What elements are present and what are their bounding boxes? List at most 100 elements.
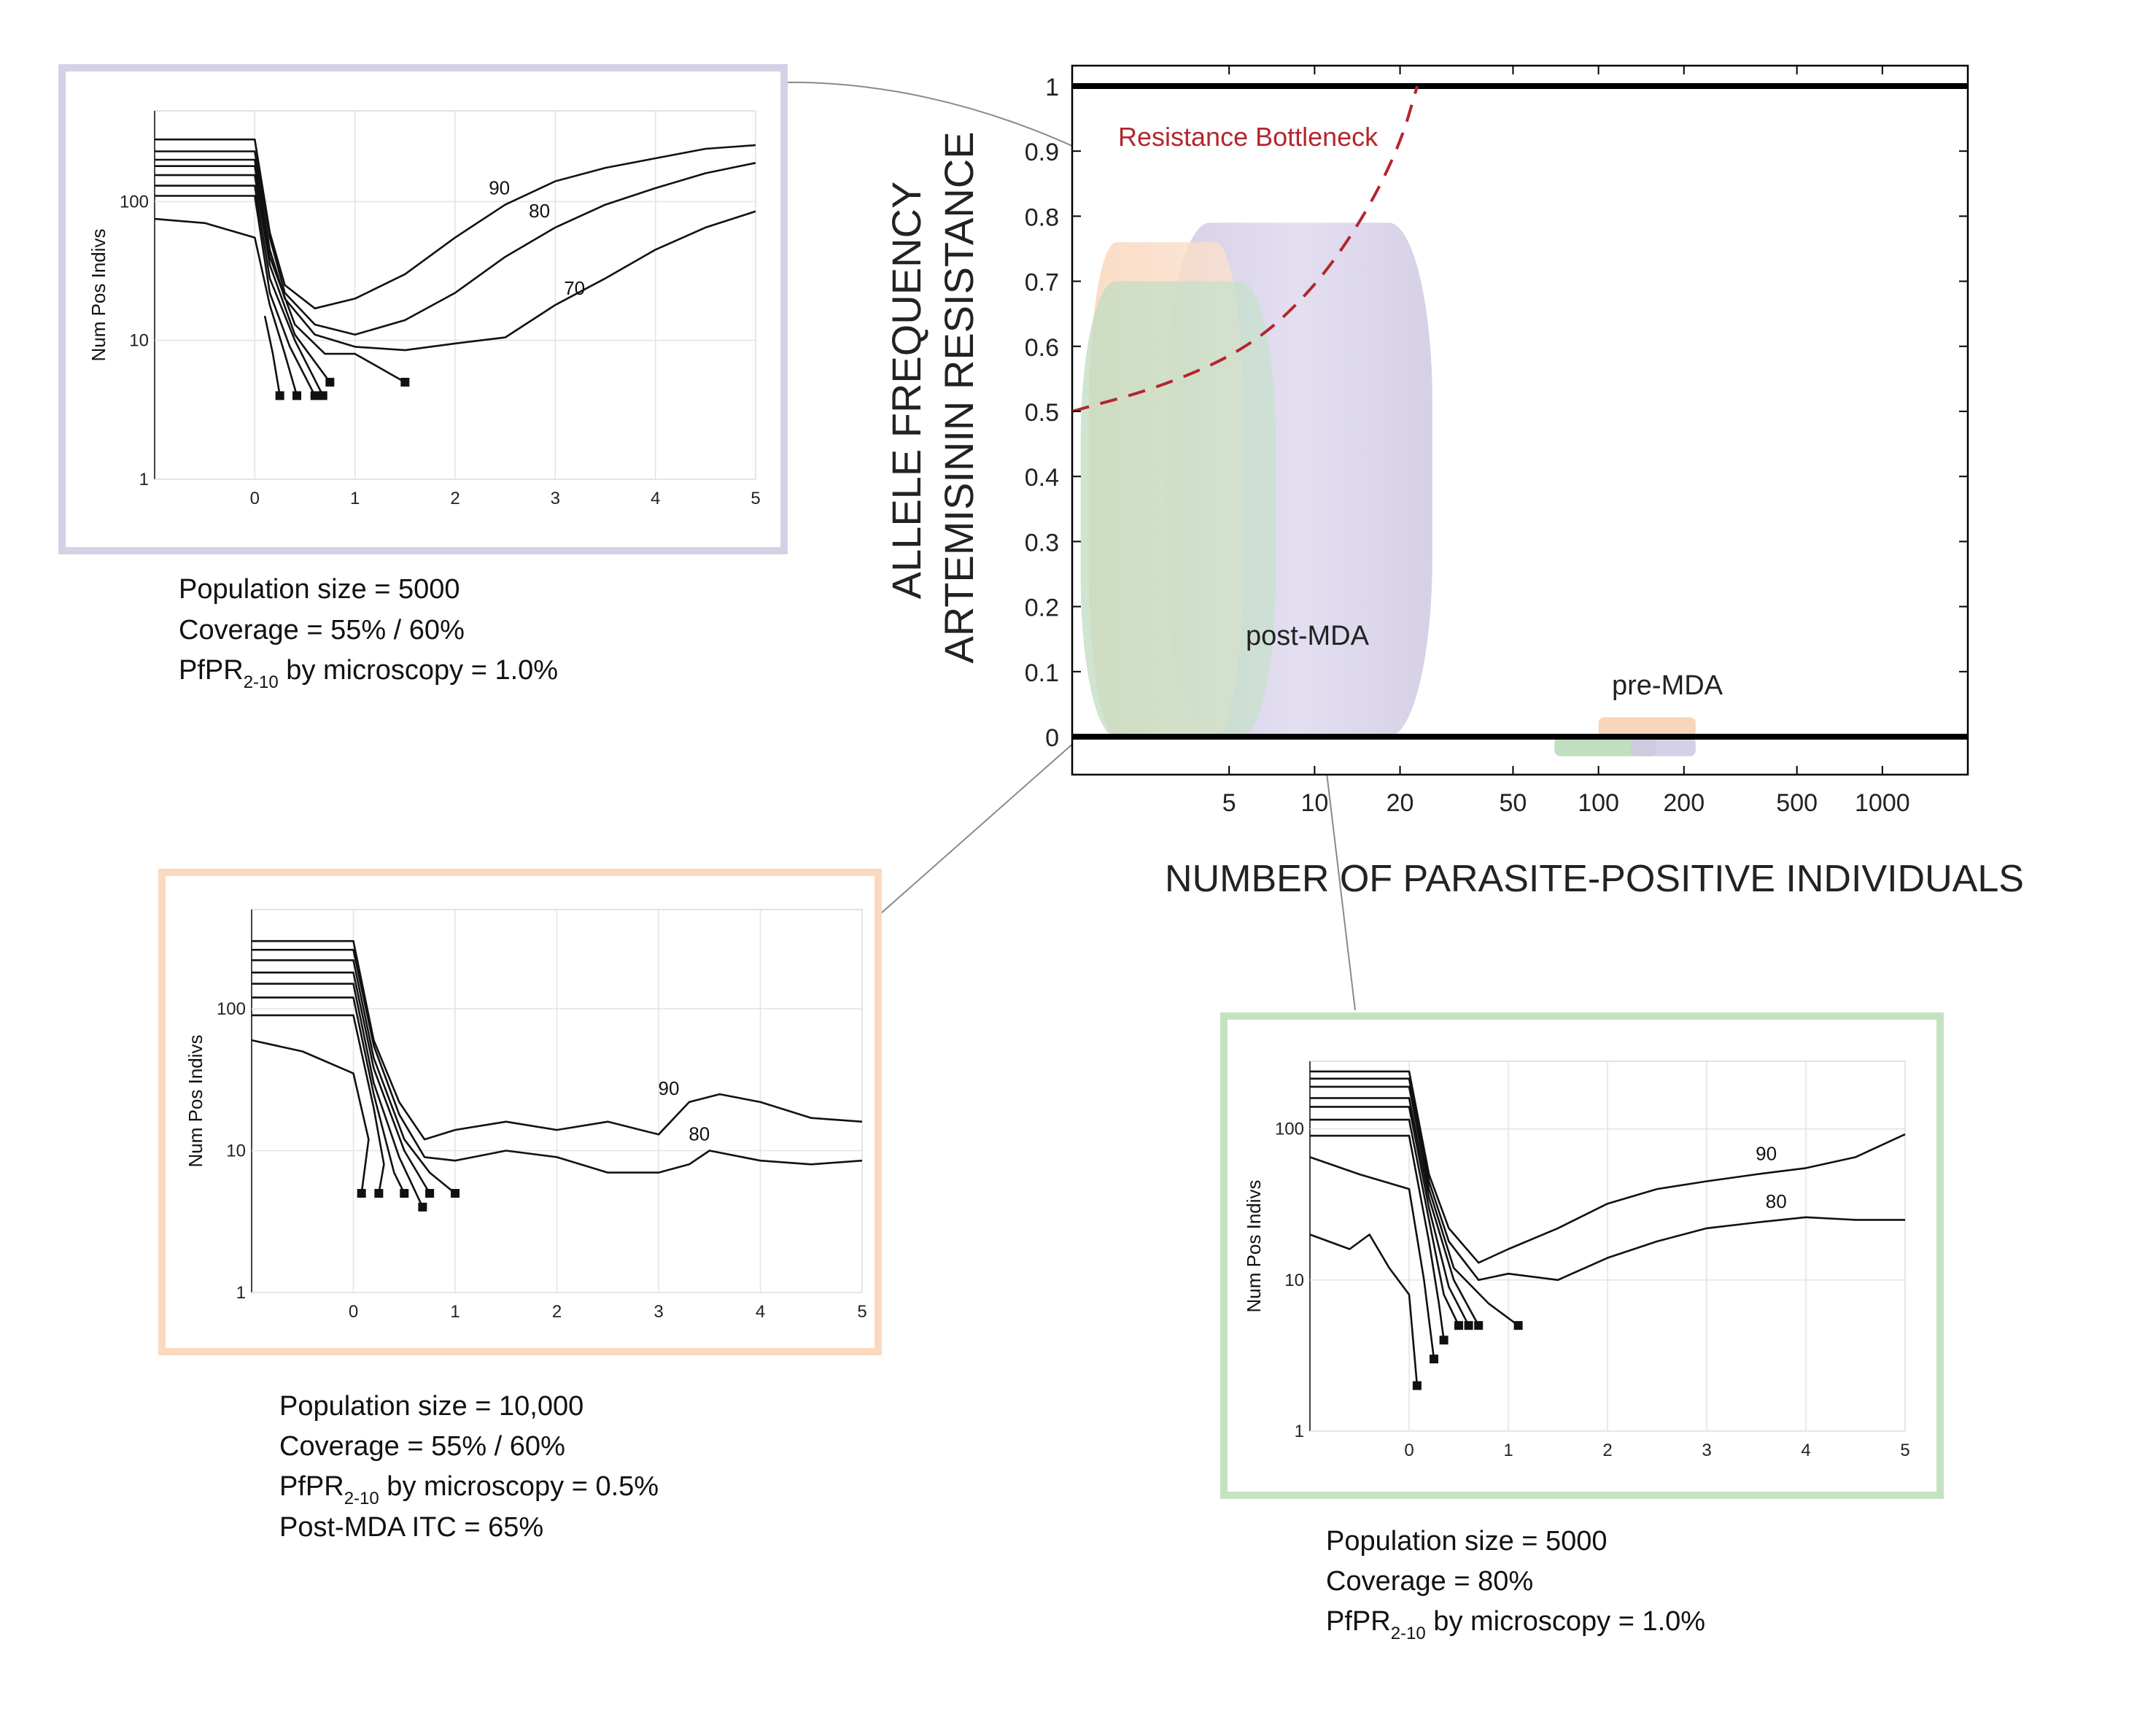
orange-extinction-marker [451, 1189, 459, 1198]
purple-extinction-marker [318, 391, 327, 400]
inset-orange-border [158, 869, 882, 1355]
main-ytick-label: 0.3 [1025, 529, 1059, 557]
green-ytick-label: 10 [1284, 1271, 1304, 1290]
caption-purple-rest: by microscopy = 1.0% [279, 655, 558, 686]
caption-green-line3: PfPR2-10 by microscopy = 1.0% [1326, 1606, 1705, 1643]
main-ytick-label: 0.8 [1025, 204, 1059, 231]
orange-xtick-label: 5 [857, 1302, 866, 1322]
purple-xtick-label: 1 [350, 489, 360, 508]
main-xtick-label: 1000 [1855, 789, 1910, 817]
green-ylabel: Num Pos Indivs [1243, 1179, 1265, 1312]
purple-xtick-label: 2 [450, 489, 459, 508]
main-ytick-label: 0 [1045, 724, 1059, 752]
orange-xtick-label: 1 [450, 1302, 459, 1322]
caption-purple-line3: PfPR2-10 by microscopy = 1.0% [179, 655, 558, 692]
inset-green-plot: 0 1 2 3 4 5 1 10 100 Num Pos Indivs 90 80 [1243, 1061, 1910, 1460]
caption-orange-line2: Coverage = 55% / 60% [279, 1431, 565, 1462]
purple-extinction-marker [400, 377, 410, 387]
region-post-mda-green [1080, 281, 1276, 737]
region-pre-mda-purple [1630, 737, 1696, 756]
caption-purple-line2: Coverage = 55% / 60% [179, 615, 465, 646]
purple-series-line [155, 158, 756, 352]
inset-purple-plot: 0 1 2 3 4 5 1 10 100 Num Pos Indivs 90 80 70 [88, 110, 761, 508]
green-series-line [1310, 1097, 1480, 1326]
green-xtick-label: 5 [1900, 1441, 1909, 1460]
caption-orange-rest: by microscopy = 0.5% [379, 1471, 659, 1502]
main-xtick-label: 20 [1387, 789, 1414, 817]
orange-xtick-label: 4 [756, 1302, 765, 1322]
orange-ylabel: Num Pos Indivs [185, 1034, 206, 1167]
orange-series-label: 80 [689, 1123, 710, 1144]
main-ytick-label: 0.1 [1025, 659, 1059, 687]
orange-series-line [252, 983, 424, 1208]
green-xtick-label: 3 [1702, 1441, 1711, 1460]
caption-purple-line1: Population size = 5000 [179, 574, 460, 605]
green-xtick-label: 4 [1801, 1441, 1810, 1460]
main-ytick-label: 0.5 [1025, 399, 1059, 427]
main-xtick-label: 10 [1300, 789, 1328, 817]
purple-series-label: 90 [489, 177, 510, 199]
main-ytick-label: 0.6 [1025, 334, 1059, 362]
bottleneck-label: Resistance Bottleneck [1118, 122, 1378, 152]
region-pre-mda-orange [1598, 717, 1696, 737]
purple-xtick-label: 4 [651, 489, 660, 508]
orange-xtick-label: 3 [654, 1302, 663, 1322]
green-series-label: 80 [1766, 1190, 1787, 1212]
purple-series-label: 70 [564, 277, 585, 299]
main-ytick-label: 1 [1045, 74, 1059, 101]
orange-series-line [252, 948, 863, 1174]
orange-xtick-label: 0 [349, 1302, 358, 1322]
green-extinction-marker [1474, 1321, 1484, 1330]
main-xtick-label: 500 [1776, 789, 1818, 817]
purple-xtick-label: 3 [551, 489, 560, 508]
main-xlabel: NUMBER OF PARASITE-POSITIVE INDIVIDUALS [1165, 858, 2024, 900]
purple-series-line [154, 217, 298, 396]
main-ytick-label: 0.2 [1025, 594, 1059, 622]
caption-green-pfpr-sub: 2-10 [1391, 1624, 1426, 1643]
inset-orange: 0 1 2 3 4 5 1 10 100 Num Pos Indivs 90 80 [158, 869, 882, 1355]
green-series-line [1309, 1233, 1419, 1386]
main-ytick-label: 0.7 [1025, 269, 1059, 297]
caption-orange-pfpr-sub: 2-10 [344, 1489, 379, 1508]
caption-green-pfpr: PfPR [1326, 1606, 1391, 1637]
post-mda-label: post-MDA [1246, 621, 1370, 651]
orange-series-label: 90 [658, 1077, 679, 1099]
green-extinction-marker [1439, 1336, 1449, 1345]
green-series-line [1310, 1085, 1519, 1327]
orange-series-line [251, 1039, 370, 1194]
main-chart: 0 0.1 0.2 0.3 0.4 0.5 0.6 0.7 0.8 0.9 1 5 10 20 50 100… [883, 64, 2024, 900]
caption-orange-line1: Population size = 10,000 [279, 1391, 583, 1422]
purple-extinction-marker [275, 391, 284, 400]
green-series-label: 90 [1756, 1143, 1777, 1165]
purple-ylabel: Num Pos Indivs [88, 228, 109, 361]
purple-ytick-label: 100 [120, 192, 149, 212]
purple-series-line [263, 315, 281, 396]
purple-series-line [155, 185, 324, 396]
caption-green-line1: Population size = 5000 [1326, 1526, 1608, 1557]
purple-xtick-label: 5 [751, 489, 760, 508]
caption-green: Population size = 5000 Coverage = 80% Pf… [1326, 1526, 1705, 1643]
green-series-line [1310, 1077, 1905, 1282]
orange-series-line [252, 1014, 385, 1194]
orange-series-line [252, 996, 406, 1194]
green-xtick-label: 0 [1404, 1441, 1414, 1460]
orange-xtick-label: 2 [552, 1302, 562, 1322]
purple-xtick-label: 0 [250, 489, 260, 508]
green-extinction-marker [1454, 1321, 1463, 1330]
purple-extinction-marker [325, 377, 335, 387]
green-ytick-label: 1 [1295, 1422, 1304, 1441]
inset-green-border [1220, 1012, 1944, 1499]
green-xtick-label: 2 [1602, 1441, 1612, 1460]
orange-extinction-marker [425, 1189, 435, 1198]
pre-mda-label: pre-MDA [1612, 670, 1723, 701]
orange-extinction-marker [418, 1202, 427, 1212]
orange-ytick-label: 100 [217, 999, 246, 1019]
orange-series-line [252, 939, 863, 1141]
orange-ytick-label: 1 [236, 1283, 246, 1303]
main-ylabel-line1: ALLELE FREQUENCY [883, 182, 929, 600]
green-series-line [1310, 1070, 1906, 1264]
main-y-ticks: 0 0.1 0.2 0.3 0.4 0.5 0.6 0.7 0.8 0.9 1 [1025, 74, 1968, 752]
purple-series-line [155, 195, 316, 396]
caption-orange-pfpr: PfPR [279, 1471, 344, 1502]
